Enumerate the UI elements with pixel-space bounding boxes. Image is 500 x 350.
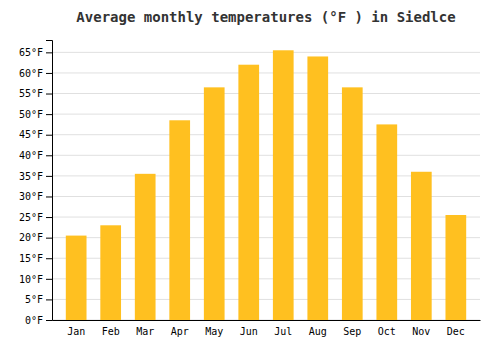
y-tick-label: 55°F bbox=[19, 88, 43, 99]
bar bbox=[445, 215, 466, 320]
y-tick: 5°F bbox=[25, 294, 52, 305]
grid-line bbox=[52, 155, 480, 156]
y-tick: 30°F bbox=[19, 191, 52, 202]
x-tick-label: Oct bbox=[378, 326, 396, 337]
chart-container: 0°F 5°F 10°F 15°F 20°F 25°F 30°F 35°F 40°F 45°F 50… bbox=[0, 0, 500, 350]
bar bbox=[238, 65, 259, 320]
y-tick-mark bbox=[46, 217, 52, 218]
x-tick: Jan bbox=[67, 326, 85, 337]
x-tick: Aug bbox=[309, 326, 327, 337]
y-tick-label: 30°F bbox=[19, 191, 43, 202]
bar bbox=[342, 87, 363, 320]
title: Average monthly temperatures (°F ) in Si… bbox=[76, 9, 455, 25]
y-tick-mark bbox=[46, 73, 52, 74]
y-tick: 60°F bbox=[19, 68, 52, 79]
x-tick: Feb bbox=[102, 326, 120, 337]
bar bbox=[376, 124, 397, 320]
grid-line bbox=[52, 52, 480, 53]
bar bbox=[135, 174, 156, 320]
y-tick-mark bbox=[46, 320, 52, 321]
bar bbox=[100, 225, 121, 320]
x-tick: Dec bbox=[447, 326, 465, 337]
bar bbox=[411, 172, 432, 320]
y-tick-mark bbox=[46, 135, 52, 136]
plot-area bbox=[66, 50, 466, 320]
x-tick: May bbox=[205, 326, 223, 337]
y-tick-mark bbox=[46, 196, 52, 197]
y-tick: 10°F bbox=[19, 274, 52, 285]
y-tick-mark bbox=[46, 279, 52, 280]
y-tick-mark bbox=[46, 238, 52, 239]
chart-svg: 0°F 5°F 10°F 15°F 20°F 25°F 30°F 35°F 40°F 45°F 50… bbox=[0, 0, 500, 350]
y-tick-mark bbox=[46, 299, 52, 300]
x-tick: Oct bbox=[378, 326, 396, 337]
y-tick-label: 10°F bbox=[19, 274, 43, 285]
y-tick-label: 65°F bbox=[19, 47, 43, 58]
y-tick: 25°F bbox=[19, 212, 52, 223]
x-tick: Jul bbox=[274, 326, 292, 337]
x-tick-label: Feb bbox=[102, 326, 120, 337]
y-tick-label: 20°F bbox=[19, 232, 43, 243]
y-tick-mark bbox=[46, 52, 52, 53]
y-tick-label: 50°F bbox=[19, 109, 43, 120]
y-tick-label: 40°F bbox=[19, 150, 43, 161]
y-tick: 15°F bbox=[19, 253, 52, 264]
y-tick-label: 45°F bbox=[19, 129, 43, 140]
x-tick: Sep bbox=[343, 326, 361, 337]
y-tick: 50°F bbox=[19, 109, 52, 120]
y-tick-label: 15°F bbox=[19, 253, 43, 264]
bar bbox=[204, 87, 225, 320]
y-tick: 45°F bbox=[19, 129, 52, 140]
y-tick: 0°F bbox=[25, 315, 52, 326]
bar bbox=[307, 56, 328, 320]
y-tick-label: 5°F bbox=[25, 294, 43, 305]
y-tick-mark bbox=[46, 114, 52, 115]
y-tick-mark bbox=[46, 258, 52, 259]
grid-line bbox=[52, 93, 480, 94]
y-tick-label: 60°F bbox=[19, 68, 43, 79]
y-tick: 65°F bbox=[19, 47, 52, 58]
x-tick: Jun bbox=[240, 326, 258, 337]
x-tick: Nov bbox=[412, 326, 430, 337]
y-tick-mark bbox=[46, 176, 52, 177]
x-tick-label: Apr bbox=[171, 326, 189, 337]
y-tick: 40°F bbox=[19, 150, 52, 161]
y-tick: 20°F bbox=[19, 232, 52, 243]
x-tick-label: Aug bbox=[309, 326, 327, 337]
y-tick-label: 25°F bbox=[19, 212, 43, 223]
x-tick-label: Dec bbox=[447, 326, 465, 337]
grid-line bbox=[52, 114, 480, 115]
x-tick: Apr bbox=[171, 326, 189, 337]
x-tick-label: May bbox=[205, 326, 223, 337]
x-tick-label: Sep bbox=[343, 326, 361, 337]
y-axis: 0°F 5°F 10°F 15°F 20°F 25°F 30°F 35°F 40°F 45°F 50… bbox=[19, 41, 53, 326]
y-tick: 55°F bbox=[19, 88, 52, 99]
bar bbox=[273, 50, 294, 320]
y-tick: 35°F bbox=[19, 171, 52, 182]
x-tick-label: Mar bbox=[136, 326, 154, 337]
grid-line bbox=[52, 72, 480, 73]
x-tick-label: Jan bbox=[67, 326, 85, 337]
bar bbox=[66, 236, 87, 320]
x-axis-line bbox=[53, 320, 481, 321]
x-tick: Mar bbox=[136, 326, 154, 337]
x-tick-label: Nov bbox=[412, 326, 430, 337]
x-tick-label: Jun bbox=[240, 326, 258, 337]
x-tick-label: Jul bbox=[274, 326, 292, 337]
bar bbox=[169, 120, 190, 320]
grid-line bbox=[52, 134, 480, 135]
x-axis: Jan Feb Mar Apr May Jun Jul Aug Sep Oct Nov Dec bbox=[53, 321, 481, 338]
grid bbox=[52, 52, 480, 320]
y-tick-mark bbox=[46, 94, 52, 95]
y-tick-label: 0°F bbox=[25, 315, 43, 326]
y-tick-mark bbox=[46, 155, 52, 156]
y-tick-label: 35°F bbox=[19, 171, 43, 182]
y-axis-line bbox=[46, 41, 53, 321]
